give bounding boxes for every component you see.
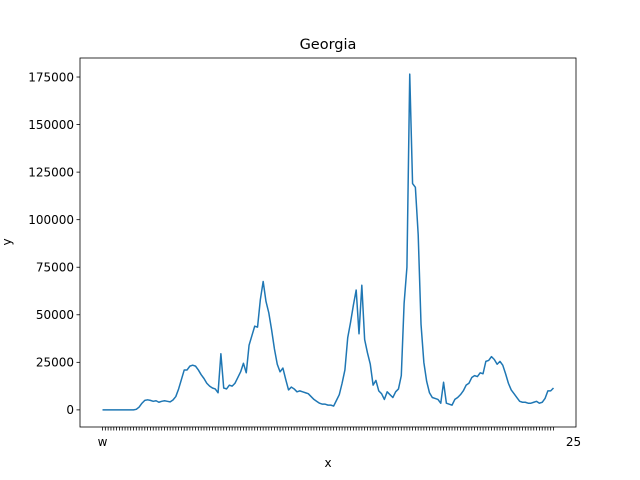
x-axis-label: x [324, 456, 331, 470]
y-tick-label: 75000 [36, 261, 74, 275]
y-tick-label: 150000 [28, 118, 74, 132]
series-line [102, 73, 555, 411]
x-axis: w 25 [98, 427, 581, 449]
y-tick-label: 175000 [28, 70, 74, 84]
x-tick-label-last: 25 [566, 435, 581, 449]
y-tick-label: 50000 [36, 308, 74, 322]
chart-title: Georgia [300, 37, 357, 53]
y-tick-label: 100000 [28, 213, 74, 227]
y-tick-label: 125000 [28, 165, 74, 179]
x-tick-label-first: w [98, 435, 108, 449]
y-tick-label: 0 [66, 403, 74, 417]
y-tick-label: 25000 [36, 356, 74, 370]
y-axis-label: y [0, 238, 14, 245]
y-axis: 0 25000 50000 75000 100000 125000 150000 175000 [28, 70, 80, 417]
